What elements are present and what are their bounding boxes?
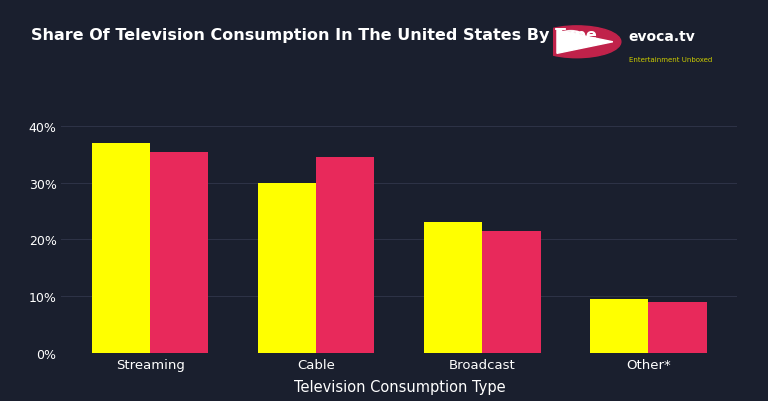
Bar (316, 158, 375, 353)
Circle shape (560, 31, 582, 39)
Text: Entertainment Unboxed: Entertainment Unboxed (629, 57, 712, 63)
Bar (482, 231, 541, 353)
Circle shape (533, 27, 621, 59)
Bar (424, 223, 482, 353)
Text: evoca.tv: evoca.tv (629, 30, 696, 44)
X-axis label: Television Consumption Type: Television Consumption Type (293, 379, 505, 394)
Bar (92, 144, 151, 353)
Bar (591, 299, 648, 353)
Bar (648, 302, 707, 353)
Polygon shape (557, 31, 613, 54)
Bar (258, 183, 316, 353)
Text: Share Of Television Consumption In The United States By Type: Share Of Television Consumption In The U… (31, 28, 597, 43)
Bar (151, 152, 208, 353)
